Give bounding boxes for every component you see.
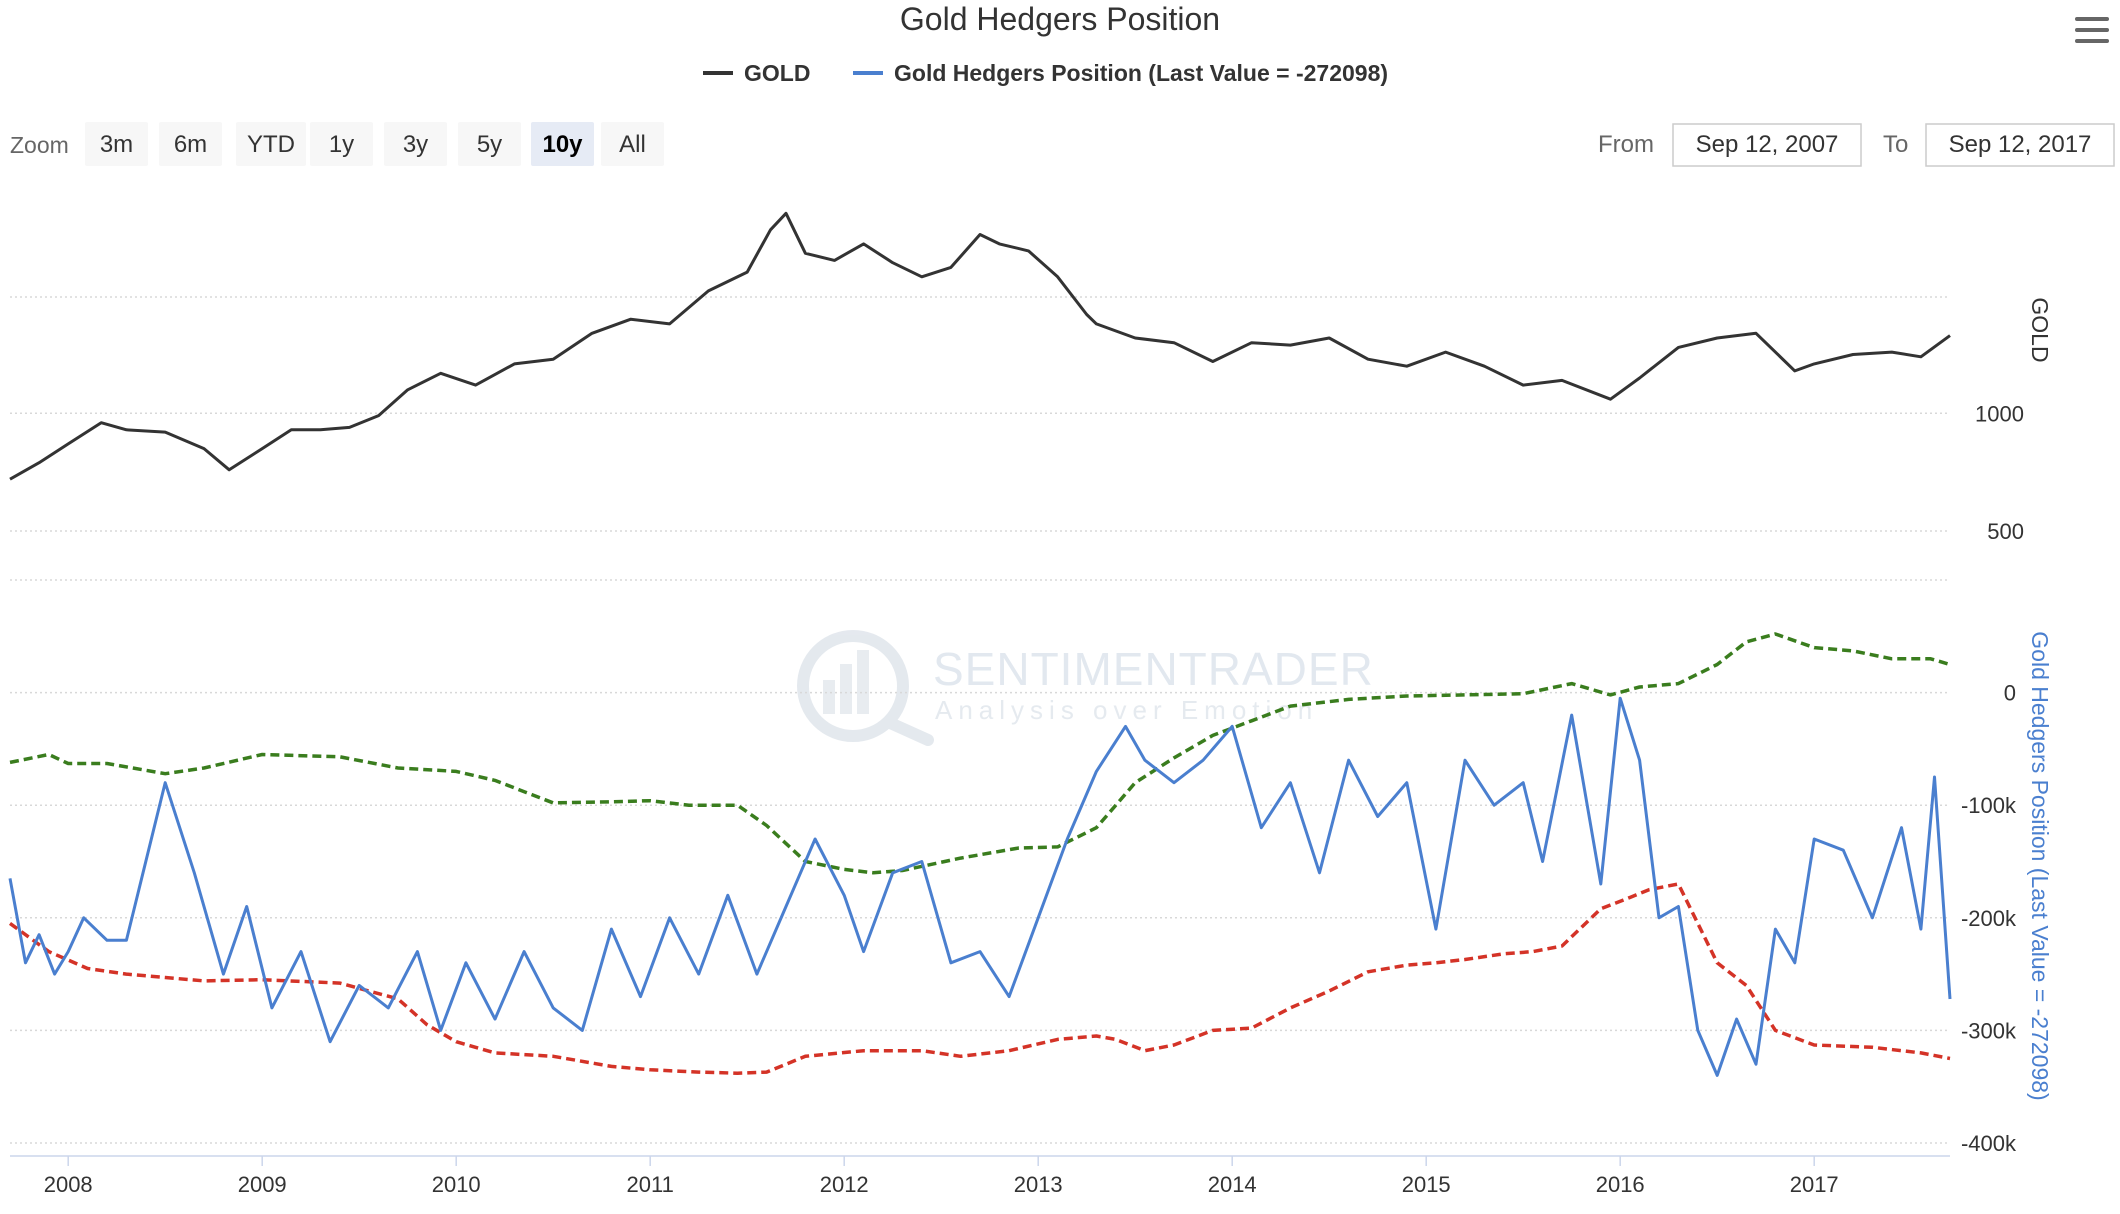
zoom-button-label: YTD	[247, 131, 295, 158]
to-date-input[interactable]: Sep 12, 2017	[1925, 123, 2115, 167]
hedgers-axis-title: Gold Hedgers Position (Last Value = -272…	[2027, 631, 2053, 1100]
x-tick-label: 2016	[1596, 1172, 1645, 1197]
gold-tick-label: 1000	[1975, 401, 2024, 426]
series-layer	[8, 211, 1952, 1077]
zoom-button-3y[interactable]: 3y	[384, 122, 447, 166]
zoom-button-3m[interactable]: 3m	[85, 122, 148, 166]
zoom-button-label: 3m	[100, 131, 133, 158]
zoom-button-5y[interactable]: 5y	[458, 122, 521, 166]
to-date-value: Sep 12, 2017	[1949, 131, 2092, 158]
gold-tick-label: 500	[1987, 519, 2024, 544]
to-label: To	[1883, 131, 1908, 158]
x-tick-label: 2008	[44, 1172, 93, 1197]
gold-axis-ticks: 1000 500	[1975, 401, 2024, 544]
from-date-input[interactable]: Sep 12, 2007	[1672, 123, 1862, 167]
zoom-button-label: 5y	[477, 131, 502, 158]
x-tick-label: 2014	[1208, 1172, 1257, 1197]
zoom-button-label: 3y	[403, 131, 428, 158]
x-axis-ticks: 2008 2009 2010 2011 2012 2013 2014 2015 2016 2017	[44, 1156, 1839, 1197]
x-tick-label: 2011	[627, 1172, 674, 1197]
hedgers-axis-ticks: 0 -100k -200k -300k -400k	[1961, 681, 2017, 1156]
legend-gold-label: GOLD	[744, 60, 810, 86]
legend: GOLD Gold Hedgers Position (Last Value =…	[703, 60, 1388, 86]
gold-axis-title: GOLD	[2027, 297, 2053, 362]
from-label: From	[1598, 131, 1654, 158]
legend-item-hedgers[interactable]: Gold Hedgers Position (Last Value = -272…	[853, 60, 1388, 86]
hedgers-position-line[interactable]	[8, 696, 1952, 1077]
zoom-button-10y[interactable]: 10y	[531, 122, 594, 166]
zoom-buttons: 3m 6m YTD 1y 3y 5y 10y All	[85, 122, 664, 166]
legend-hedgers-label: Gold Hedgers Position (Last Value = -272…	[894, 60, 1388, 86]
hedgers-tick-label: 0	[2004, 681, 2016, 706]
watermark-text: SENTIMENTRADER	[933, 643, 1374, 695]
zoom-button-ytd[interactable]: YTD	[236, 122, 306, 166]
zoom-button-label: All	[619, 131, 646, 158]
hedgers-tick-label: -300k	[1961, 1018, 2017, 1043]
watermark-subtext: Analysis over Emotion	[935, 695, 1318, 725]
x-tick-label: 2017	[1790, 1172, 1839, 1197]
lower-band-line[interactable]	[8, 882, 1951, 1075]
zoom-button-label: 1y	[329, 131, 354, 158]
zoom-label: Zoom	[10, 132, 69, 158]
watermark-logo: SENTIMENTRADER Analysis over Emotion	[797, 630, 1374, 746]
from-date-value: Sep 12, 2007	[1696, 131, 1839, 158]
hedgers-tick-label: -400k	[1961, 1131, 2017, 1156]
legend-item-gold[interactable]: GOLD	[703, 60, 810, 86]
x-tick-label: 2012	[820, 1172, 869, 1197]
chart-title: Gold Hedgers Position	[900, 1, 1220, 37]
zoom-button-6m[interactable]: 6m	[159, 122, 222, 166]
zoom-button-1y[interactable]: 1y	[310, 122, 373, 166]
gold-line[interactable]	[9, 211, 1951, 481]
menu-icon[interactable]	[2075, 17, 2109, 43]
x-tick-label: 2015	[1402, 1172, 1451, 1197]
grid-lines	[10, 296, 1950, 1144]
hedgers-tick-label: -100k	[1961, 793, 2017, 818]
x-tick-label: 2010	[432, 1172, 481, 1197]
zoom-button-label: 6m	[174, 131, 207, 158]
hedgers-tick-label: -200k	[1961, 906, 2017, 931]
x-tick-label: 2013	[1014, 1172, 1063, 1197]
zoom-button-all[interactable]: All	[601, 122, 664, 166]
x-tick-label: 2009	[238, 1172, 287, 1197]
zoom-button-label: 10y	[542, 131, 583, 158]
upper-band-line[interactable]	[9, 632, 1951, 875]
